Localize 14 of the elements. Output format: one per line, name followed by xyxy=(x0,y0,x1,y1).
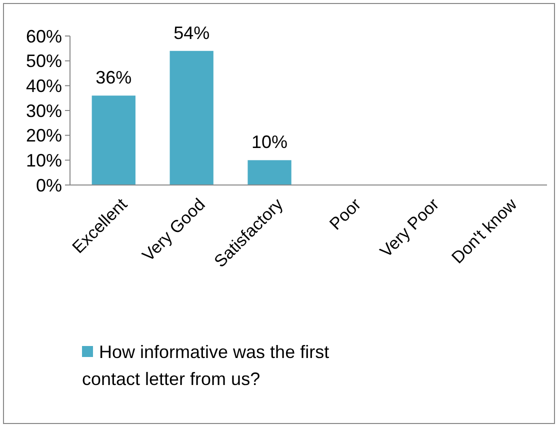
y-tick-label: 60% xyxy=(26,26,62,46)
bar xyxy=(248,160,292,185)
bar xyxy=(92,96,136,185)
bar xyxy=(170,50,214,185)
y-tick-label: 0% xyxy=(36,175,62,196)
y-tick-label: 10% xyxy=(26,150,62,170)
data-label: 36% xyxy=(96,68,132,88)
y-tick-label: 50% xyxy=(26,51,62,72)
y-tick-label: 40% xyxy=(26,76,62,96)
y-tick-label: 30% xyxy=(26,100,62,121)
data-label: 10% xyxy=(252,132,288,152)
legend-label: How informative was the first contact letter from us? xyxy=(82,342,330,389)
data-label: 54% xyxy=(174,22,210,43)
y-tick-label: 20% xyxy=(26,126,62,146)
